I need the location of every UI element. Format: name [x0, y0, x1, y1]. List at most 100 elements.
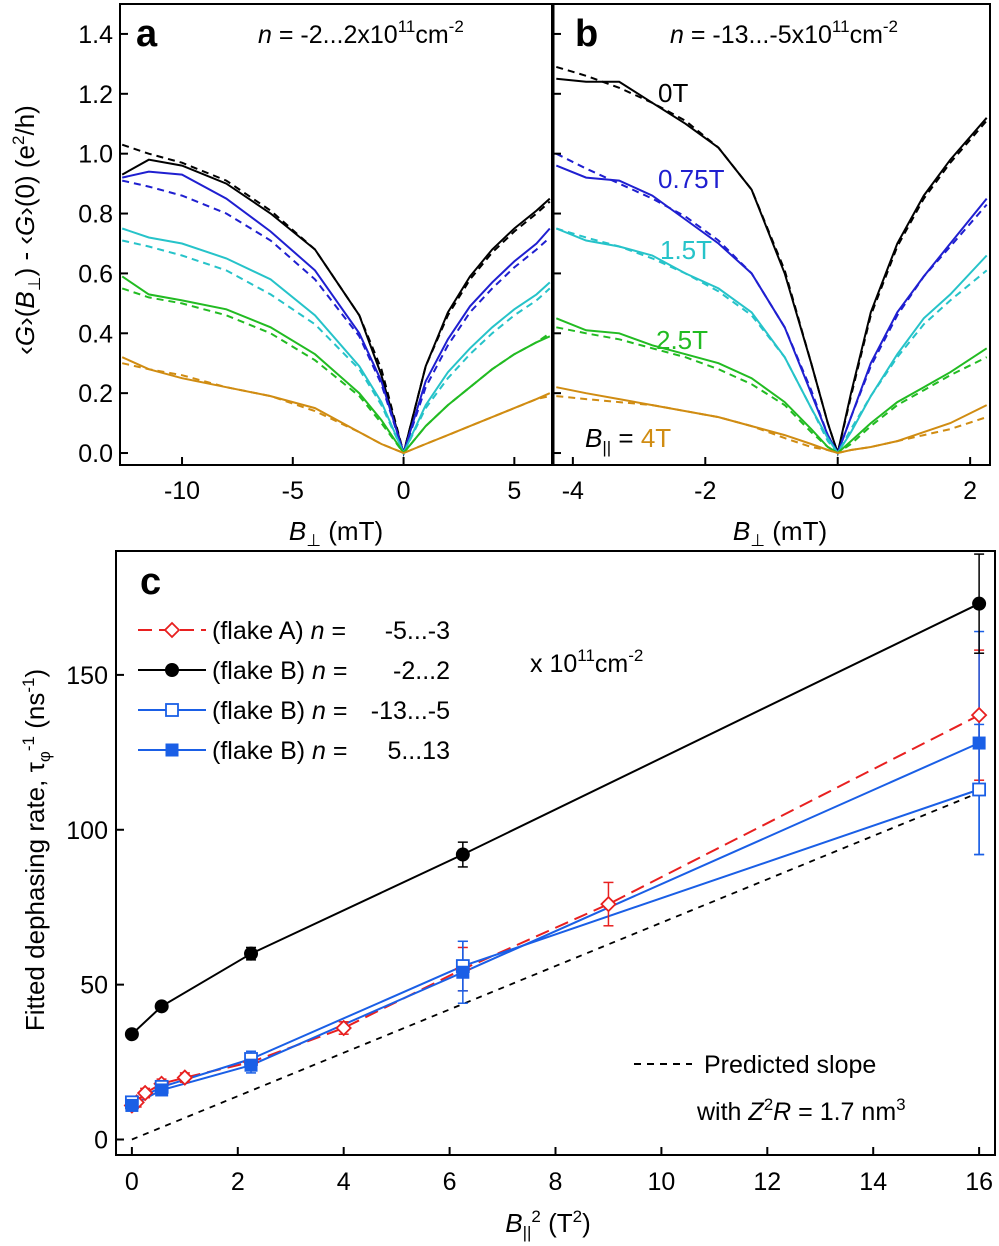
c-xtick-label: 6 [443, 1168, 457, 1196]
panel-a-plot-area [121, 143, 551, 457]
a-xtick-label: -5 [282, 477, 304, 505]
panel-c-plot-area [123, 553, 988, 1141]
a-ytick-label: 0.0 [78, 440, 113, 468]
c-point [335, 1019, 352, 1037]
b-series-0 [556, 77, 988, 457]
c-ytick-label: 150 [66, 662, 108, 690]
curve-label-0T: 0T [658, 78, 688, 108]
b-series-2 [555, 227, 988, 455]
a-xtick-label: 0 [397, 477, 411, 505]
c-xtick-label: 12 [753, 1168, 781, 1196]
c-ytick-label: 100 [66, 817, 108, 845]
curve-label-0.75T: 0.75T [658, 164, 725, 194]
legend-unit: x 1011cm-2 [530, 646, 643, 678]
c-xtick-label: 14 [859, 1168, 887, 1196]
panel-c: c 0 2 4 6 8 10 12 14 16 0 50 100 150 B||2 (T2) Fitt… [19, 550, 996, 1242]
prediction-line1: Predicted slope [704, 1051, 876, 1079]
curve-label-2.5T: 2.5T [656, 325, 708, 355]
b-xtick-label: 0 [831, 477, 845, 505]
legend-text-0: (flake A) n = -5...-3 [212, 617, 450, 645]
panel-a-density: n = -2...2x1011cm-2 [258, 17, 464, 49]
b-xtick-label: 2 [963, 477, 977, 505]
panel-b: b n = -13...-5x1011cm-2 -4 -2 0 2 0T 0.75T … [551, 3, 991, 550]
a-ytick-label: 0.2 [78, 380, 113, 408]
c-point [456, 965, 470, 979]
a-fit-0 [121, 143, 551, 457]
panel-c-y-label: Fitted dephasing rate, τφ-1 (ns-1) [19, 669, 54, 1031]
curve-label-4T: B|| = 4T [585, 423, 671, 457]
c-point [970, 706, 988, 724]
c-ytick-label: 0 [94, 1127, 108, 1155]
legend-marker-3 [165, 743, 179, 757]
a-series-4 [121, 356, 551, 455]
a-ytick-label: 1.2 [78, 81, 113, 109]
b-xtick-label: -4 [562, 477, 584, 505]
c-line-0 [131, 714, 980, 1107]
b-fit-3 [556, 326, 988, 455]
legend-marker-1 [165, 663, 179, 677]
c-point [154, 999, 169, 1014]
c-xtick-label: 0 [125, 1168, 139, 1196]
b-fit-0 [556, 65, 988, 457]
panel-a: a n = -2...2x1011cm-2 -10 -5 0 5 0.00.20.40… [9, 3, 553, 550]
legend: (flake A) n = -5...-3 (flake B) n = -2...2 (… [138, 617, 450, 765]
a-ytick-label: 1.0 [78, 141, 113, 169]
panel-b-plot-area [555, 65, 988, 457]
b-xtick-label: -2 [694, 477, 716, 505]
a-ytick-label: 0.4 [78, 320, 113, 348]
panel-c-y-ticks: 0 50 100 150 [66, 662, 124, 1155]
c-xtick-label: 8 [549, 1168, 563, 1196]
legend-marker-2 [165, 703, 179, 717]
a-xtick-label: -10 [164, 477, 200, 505]
c-xtick-label: 10 [647, 1168, 675, 1196]
c-point [600, 895, 617, 913]
a-xtick-label: 5 [507, 477, 521, 505]
a-ytick-label: 0.6 [78, 260, 113, 288]
panel-b-density: n = -13...-5x1011cm-2 [670, 17, 898, 49]
legend-text-2: (flake B) n = -13...-5 [212, 697, 450, 725]
a-fit-1 [121, 179, 551, 457]
panel-c-x-ticks: 0 2 4 6 8 10 12 14 16 [125, 1147, 993, 1196]
curve-label-1.5T: 1.5T [660, 235, 712, 265]
a-series-1 [121, 170, 551, 457]
panel-a-y-ticks: 0.0 0.2 0.4 0.6 0.8 1.0 1.2 1.4 [78, 21, 128, 468]
a-series-2 [121, 227, 551, 456]
c-point [972, 736, 986, 750]
c-point [972, 782, 987, 797]
panel-b-x-ticks: -4 -2 0 2 [553, 32, 977, 505]
legend-text-3: (flake B) n = 5...13 [212, 737, 450, 765]
c-xtick-label: 2 [231, 1168, 245, 1196]
c-point [244, 1058, 258, 1072]
panel-b-x-label: B⊥ (mT) [733, 516, 827, 550]
c-xtick-label: 16 [965, 1168, 993, 1196]
c-point [136, 1084, 154, 1102]
panel-b-label: b [575, 13, 598, 55]
c-point [455, 847, 470, 862]
a-fit-3 [121, 287, 551, 455]
b-fit-1 [555, 152, 988, 456]
panel-a-label: a [136, 13, 158, 55]
b-series-4 [556, 386, 988, 455]
c-point [124, 1027, 139, 1042]
panel-a-x-ticks: -10 -5 0 5 [164, 457, 521, 505]
c-point [972, 596, 987, 611]
panel-a-y-label: ‹G›(B⊥) - ‹G›(0) (e2/h) [9, 105, 44, 355]
c-xtick-label: 4 [337, 1168, 351, 1196]
legend-marker-0 [163, 621, 181, 639]
a-fit-2 [121, 239, 551, 456]
c-point [244, 946, 259, 961]
a-series-3 [121, 275, 551, 455]
prediction-line2: with Z2R = 1.7 nm3 [696, 1095, 906, 1126]
b-series-3 [555, 317, 988, 455]
c-ytick-label: 50 [80, 972, 108, 1000]
a-ytick-label: 0.8 [78, 201, 113, 229]
legend-text-1: (flake B) n = -2...2 [212, 657, 450, 685]
panel-c-label: c [140, 561, 161, 603]
c-point [176, 1069, 194, 1086]
c-point [155, 1083, 169, 1097]
c-point [125, 1098, 139, 1112]
a-ytick-label: 1.4 [78, 21, 113, 49]
c-line-4 [131, 791, 980, 1141]
b-series-1 [555, 164, 988, 456]
